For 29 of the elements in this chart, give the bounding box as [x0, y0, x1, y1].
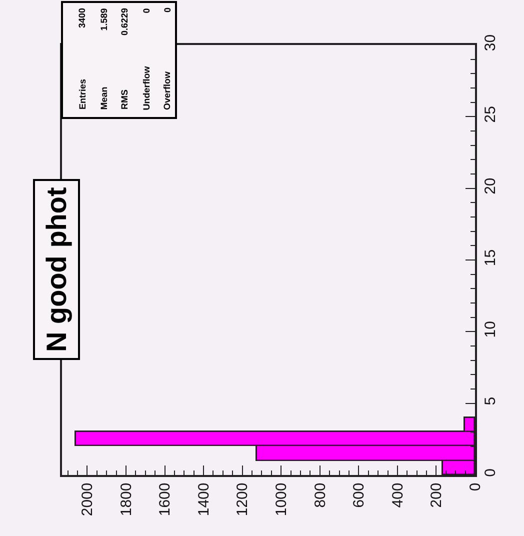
annotation: Entries: [78, 78, 88, 110]
annotation: RMS: [120, 90, 130, 110]
x-tick-label: 2000: [79, 482, 96, 516]
y-tick-label: 25: [482, 106, 499, 123]
y-tick-label: 5: [482, 396, 499, 406]
annotation: Underflow: [141, 65, 152, 110]
text: 0: [162, 7, 172, 12]
y-tick-label: 30: [482, 34, 499, 52]
annotation: Mean: [98, 86, 109, 110]
x-tick-label: 1200: [234, 482, 252, 516]
text: 1.589: [98, 8, 109, 31]
x-tick-label: 1600: [156, 482, 174, 516]
y-tick-label: 15: [482, 249, 499, 266]
text: 0.6229: [120, 8, 130, 36]
x-tick-label: 1400: [195, 482, 212, 516]
y-tick-label: 0: [482, 468, 499, 477]
x-tick-label: 1000: [272, 482, 290, 516]
x-tick-label: 0: [466, 482, 484, 492]
y-tick-label: 20: [482, 178, 499, 194]
text: 3400: [77, 8, 87, 28]
x-tick-label: 600: [350, 482, 368, 508]
x-tick-label: 200: [428, 482, 446, 508]
text: 0: [141, 8, 152, 14]
y-tick-label: 10: [482, 321, 499, 338]
x-tick-label: 1800: [118, 482, 135, 516]
text: N good phot: [41, 187, 72, 352]
x-tick-label: 800: [312, 482, 329, 508]
x-tick-label: 400: [389, 482, 406, 508]
annotation: Overflow: [162, 70, 172, 110]
